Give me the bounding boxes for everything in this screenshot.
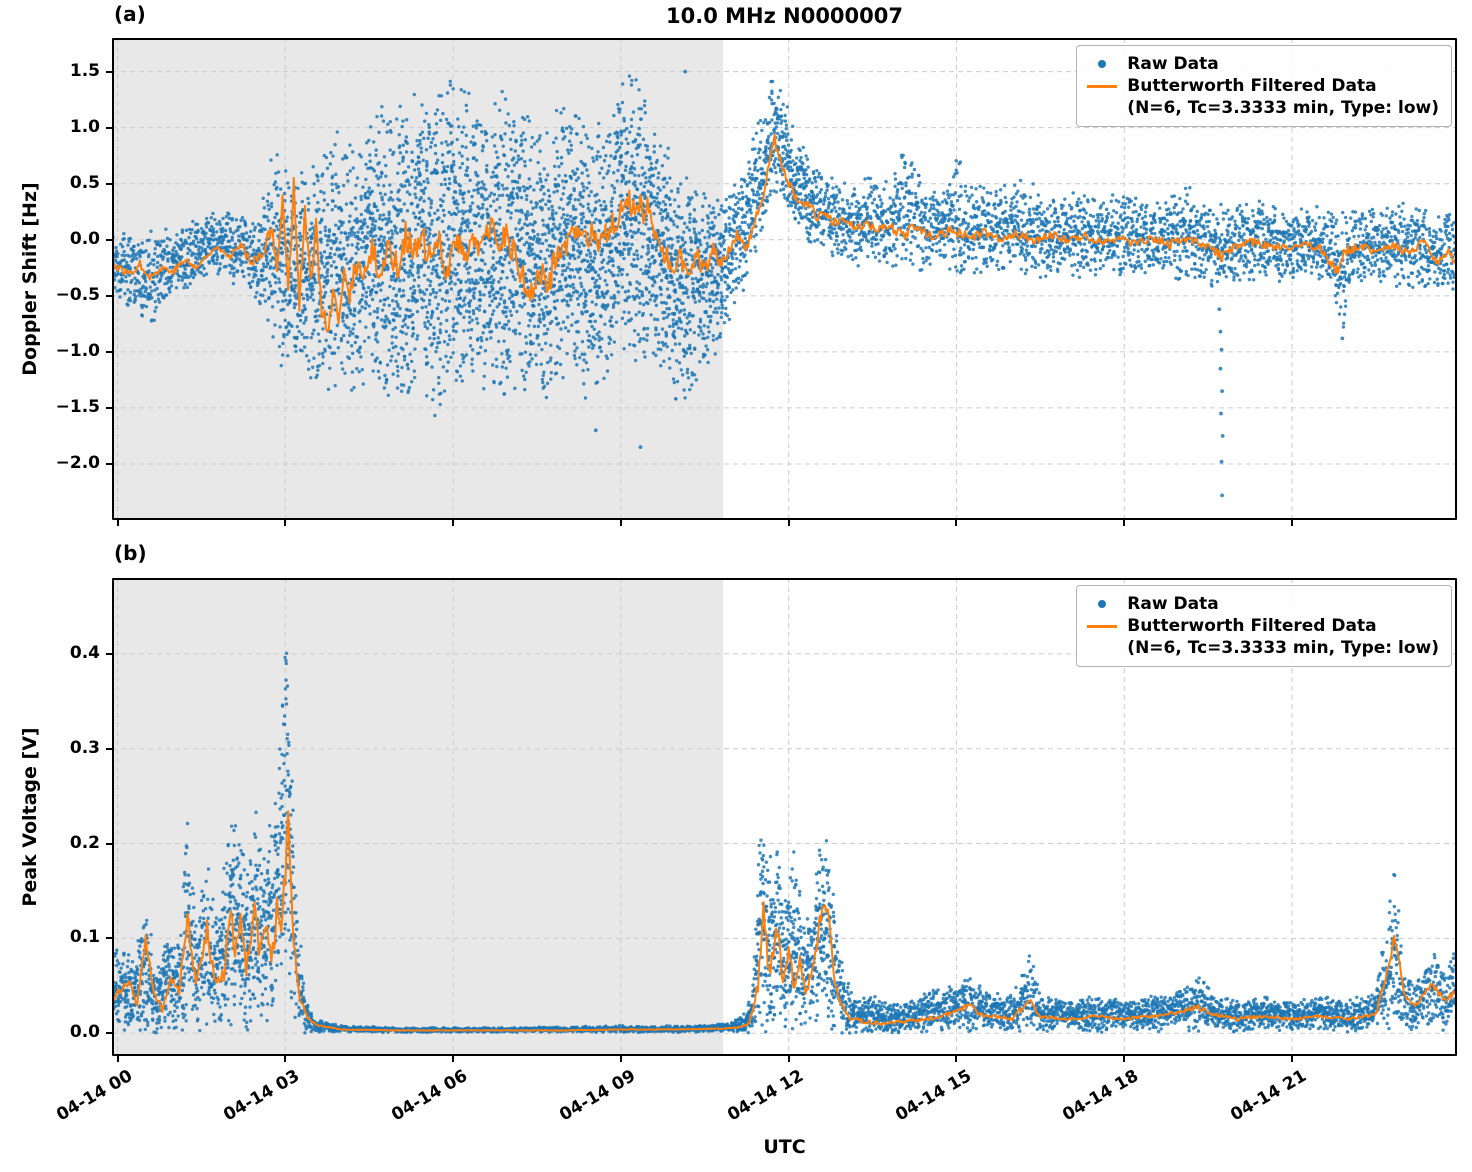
- x-tick-label: 04-14 00: [52, 1066, 136, 1126]
- legend-filtered-label-line1: Butterworth Filtered Data: [1127, 616, 1377, 637]
- legend: Raw Data Butterworth Filtered Data (N=6, …: [1076, 45, 1452, 128]
- x-tick-label: 04-14 12: [723, 1066, 807, 1126]
- y-tickmark: [106, 126, 112, 129]
- peak-voltage-panel: Raw Data Butterworth Filtered Data (N=6, …: [53, 578, 1457, 1125]
- x-tickmark: [284, 520, 287, 526]
- x-tickmark: [619, 520, 622, 526]
- y-tickmark: [106, 1032, 112, 1035]
- legend-filtered-label-line2: (N=6, Tc=3.3333 min, Type: low): [1127, 638, 1439, 659]
- y-tick-label: 0.1: [69, 927, 100, 948]
- raw-data-dot-icon: [1098, 60, 1107, 68]
- filtered-line-swatch: [1085, 75, 1119, 97]
- raw-data-dot-icon: [1098, 600, 1107, 608]
- y-axis-label-doppler: Doppler Shift [Hz]: [19, 182, 41, 376]
- x-tick-label: 04-14 21: [1227, 1066, 1311, 1126]
- filtered-line-icon: [1087, 84, 1118, 88]
- filtered-line-swatch: [1085, 615, 1119, 637]
- y-tick-label: 0.0: [69, 228, 100, 249]
- legend-filtered-row: Butterworth Filtered Data (N=6, Tc=3.3333…: [1085, 75, 1439, 119]
- legend: Raw Data Butterworth Filtered Data (N=6, …: [1076, 585, 1452, 668]
- legend-filtered-label: Butterworth Filtered Data (N=6, Tc=3.3333…: [1127, 615, 1439, 659]
- raw-data-marker-swatch: [1085, 53, 1119, 75]
- y-tick-label: 0.5: [69, 172, 100, 193]
- legend-raw-label: Raw Data: [1127, 594, 1219, 614]
- y-tickmark: [106, 182, 112, 185]
- x-tick-label: 04-14 15: [891, 1066, 975, 1126]
- x-axis-label: UTC: [763, 1136, 806, 1158]
- y-tick-label: 1.0: [69, 116, 100, 137]
- filtered-line-icon: [1087, 624, 1118, 628]
- legend-filtered-row: Butterworth Filtered Data (N=6, Tc=3.3333…: [1085, 615, 1439, 659]
- x-tickmark: [452, 520, 455, 526]
- y-tick-label: 0.4: [69, 642, 100, 663]
- x-tick-label: 04-14 03: [220, 1066, 304, 1126]
- y-tickmark: [106, 238, 112, 241]
- y-tick-label: 1.5: [69, 60, 100, 81]
- doppler-shift-panel: Raw Data Butterworth Filtered Data (N=6, …: [56, 38, 1457, 526]
- x-tickmark: [116, 520, 119, 526]
- x-tick-label: 04-14 09: [556, 1066, 639, 1126]
- y-tick-label: −0.5: [55, 284, 100, 305]
- x-tickmark: [284, 1056, 287, 1062]
- y-tickmark: [106, 350, 112, 353]
- x-tick-label: 04-14 18: [1059, 1066, 1143, 1126]
- x-tickmark: [619, 1056, 622, 1062]
- x-tickmark: [1291, 1056, 1294, 1062]
- y-tickmark: [106, 294, 112, 297]
- y-tickmark: [106, 406, 112, 409]
- legend-raw-label: Raw Data: [1127, 54, 1219, 74]
- legend-filtered-label-line2: (N=6, Tc=3.3333 min, Type: low): [1127, 98, 1439, 119]
- y-tickmark: [106, 462, 112, 465]
- page-title: 10.0 MHz N0000007: [666, 4, 903, 28]
- legend-raw-row: Raw Data: [1085, 593, 1439, 615]
- y-tick-label: −1.5: [55, 396, 100, 417]
- y-tickmark: [106, 747, 112, 750]
- y-tickmark: [106, 937, 112, 940]
- legend-filtered-label: Butterworth Filtered Data (N=6, Tc=3.3333…: [1127, 75, 1439, 119]
- legend-filtered-label-line1: Butterworth Filtered Data: [1127, 76, 1377, 97]
- x-tickmark: [116, 1056, 119, 1062]
- y-tick-label: 0.0: [69, 1022, 100, 1043]
- y-tick-label: −1.0: [55, 340, 100, 361]
- y-axis-label-voltage: Peak Voltage [V]: [19, 727, 41, 907]
- y-tickmark: [106, 842, 112, 845]
- x-tickmark: [787, 520, 790, 526]
- y-tick-label: 0.2: [69, 832, 100, 853]
- x-tickmark: [1123, 1056, 1126, 1062]
- panel-b-label: (b): [114, 541, 147, 565]
- x-tickmark: [1123, 520, 1126, 526]
- panel-a-label: (a): [114, 2, 146, 26]
- x-tickmark: [1291, 520, 1294, 526]
- x-tickmark: [787, 1056, 790, 1062]
- y-tickmark: [106, 652, 112, 655]
- y-tick-label: −2.0: [55, 452, 100, 473]
- y-tick-label: 0.3: [69, 737, 100, 758]
- raw-data-marker-swatch: [1085, 593, 1119, 615]
- x-tick-label: 04-14 06: [388, 1066, 472, 1126]
- x-tickmark: [955, 520, 958, 526]
- y-tickmark: [106, 70, 112, 73]
- x-tickmark: [452, 1056, 455, 1062]
- x-tickmark: [955, 1056, 958, 1062]
- legend-raw-row: Raw Data: [1085, 53, 1439, 75]
